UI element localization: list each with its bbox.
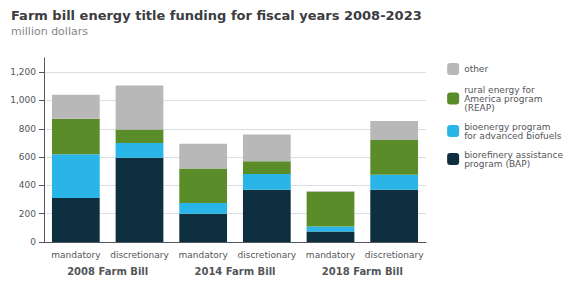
svg-text:biorefinery assistance: biorefinery assistance [464,149,563,160]
svg-text:million dollars: million dollars [11,25,88,38]
svg-text:discretionary: discretionary [110,250,169,260]
svg-text:2008 Farm Bill: 2008 Farm Bill [67,266,148,277]
svg-text:0: 0 [30,237,36,247]
svg-text:2014 Farm Bill: 2014 Farm Bill [194,266,275,277]
svg-text:discretionary: discretionary [365,250,424,260]
svg-text:mandatory: mandatory [179,250,229,260]
svg-text:Farm bill energy title funding: Farm bill energy title funding for fisca… [11,8,422,23]
svg-text:rural energy for: rural energy for [464,84,535,95]
svg-text:600: 600 [19,152,36,162]
svg-text:program (BAP): program (BAP) [464,159,530,169]
svg-text:discretionary: discretionary [237,250,296,260]
svg-text:America program: America program [464,93,543,104]
svg-text:1,000: 1,000 [10,95,36,105]
svg-text:for advanced biofuels: for advanced biofuels [464,131,562,141]
svg-text:(REAP): (REAP) [464,103,495,113]
svg-text:mandatory: mandatory [306,250,356,260]
svg-text:800: 800 [19,124,36,134]
svg-text:200: 200 [19,209,36,219]
svg-text:bioenergy program: bioenergy program [464,121,551,132]
svg-text:mandatory: mandatory [51,250,101,260]
svg-text:400: 400 [19,180,36,190]
svg-text:2018 Farm Bill: 2018 Farm Bill [322,266,403,277]
svg-text:1,200: 1,200 [10,67,36,77]
svg-text:other: other [464,64,488,74]
